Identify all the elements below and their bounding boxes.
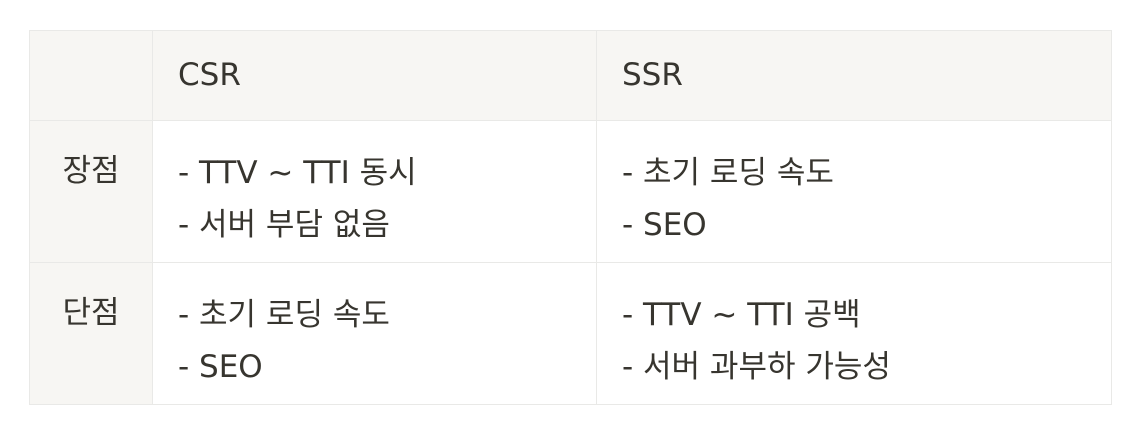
cell-ssr-pros: - 초기 로딩 속도 - SEO (596, 120, 1112, 263)
list-item: - 초기 로딩 속도 (178, 297, 390, 333)
list-item: - 서버 과부하 가능성 (622, 349, 891, 385)
list-item: - 초기 로딩 속도 (622, 155, 834, 191)
list-item: - SEO (622, 207, 707, 243)
table-row-pros: 장점 - TTV ~ TTI 동시 - 서버 부담 없음 - 초기 로딩 속도 … (29, 120, 1112, 263)
row-label-cons: 단점 (29, 262, 153, 405)
comparison-table: CSR SSR 장점 - TTV ~ TTI 동시 - 서버 부담 없음 - 초… (29, 30, 1112, 405)
list-item: - TTV ~ TTI 공백 (622, 297, 861, 333)
list-item: - TTV ~ TTI 동시 (178, 155, 417, 191)
table-header-row: CSR SSR (29, 30, 1112, 121)
cell-ssr-cons: - TTV ~ TTI 공백 - 서버 과부하 가능성 (596, 262, 1112, 405)
header-corner-cell (29, 30, 153, 121)
list-item: - SEO (178, 349, 263, 385)
header-ssr: SSR (596, 30, 1112, 121)
row-label-pros: 장점 (29, 120, 153, 263)
header-csr: CSR (152, 30, 597, 121)
cell-csr-cons: - 초기 로딩 속도 - SEO (152, 262, 597, 405)
list-item: - 서버 부담 없음 (178, 207, 390, 243)
table-row-cons: 단점 - 초기 로딩 속도 - SEO - TTV ~ TTI 공백 - 서버 … (29, 262, 1112, 405)
cell-csr-pros: - TTV ~ TTI 동시 - 서버 부담 없음 (152, 120, 597, 263)
